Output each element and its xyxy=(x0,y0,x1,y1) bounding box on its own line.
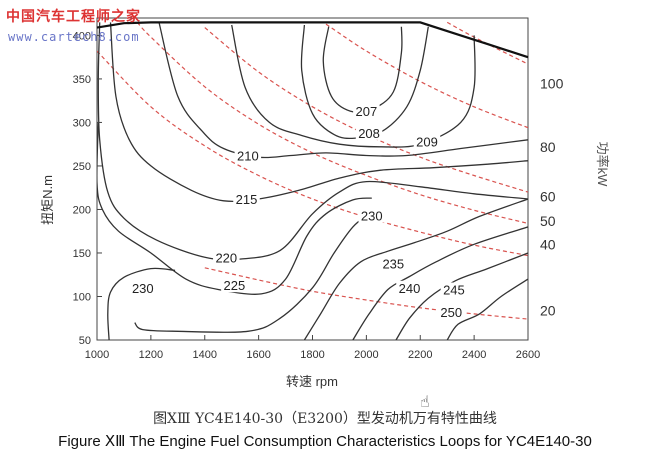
figure-caption-chinese: 图ⅩⅢ YC4E140-30（E3200）型发动机万有特性曲线 xyxy=(153,411,497,427)
external-characteristic-line xyxy=(96,21,529,59)
power-curve-20kw xyxy=(204,267,528,320)
fuel-contour-label-bg xyxy=(380,256,407,271)
fuel-contours: 207 208 209 210 215 220 225 230 230 235 240 245 250 xyxy=(97,22,528,340)
power-tick-label-100: 100 xyxy=(540,75,564,91)
fuel-contour-245-label: 245 xyxy=(443,283,465,298)
fuel-contour-250-label: 250 xyxy=(440,305,462,320)
fuel-contour-250-line xyxy=(446,278,528,340)
power-tick-label-50: 50 xyxy=(540,213,556,229)
fuel-contour-208-line xyxy=(300,24,429,140)
fuel-contour-215-label: 215 xyxy=(236,192,258,207)
power-curve-50kw xyxy=(136,21,528,224)
x-tick-label: 2200 xyxy=(408,349,432,361)
power-curve-40kw xyxy=(97,50,528,257)
fuel-contour-208-label: 208 xyxy=(358,126,380,141)
fuel-contour-235-line xyxy=(303,198,528,340)
fuel-contour-label-bg xyxy=(233,192,260,207)
figure-caption-english: Figure ⅩⅢ The Engine Fuel Consumption Ch… xyxy=(58,433,592,450)
axes: 1000 1200 1400 1600 1800 2000 2200 2400 2600 50 10… xyxy=(73,30,564,361)
fuel-contour-235-label: 235 xyxy=(382,256,404,271)
fuel-contour-209-line xyxy=(231,24,476,148)
power-tick-label-40: 40 xyxy=(540,236,556,252)
y-tick-label: 100 xyxy=(73,291,91,303)
fuel-contour-label-bg xyxy=(221,278,248,293)
fuel-contour-label-bg xyxy=(353,104,380,119)
fuel-contour-label-bg xyxy=(437,305,465,320)
fuel-contour-225-line xyxy=(97,122,372,295)
x-tick-label: 1400 xyxy=(193,349,217,361)
fuel-contour-label-bg xyxy=(413,134,441,149)
fuel-contour-225-label: 225 xyxy=(224,278,246,293)
x-tick-label: 1800 xyxy=(300,349,324,361)
y-tick-label: 300 xyxy=(73,117,91,129)
fuel-contour-240-label: 240 xyxy=(399,281,421,296)
fuel-contour-label-bg xyxy=(440,282,468,297)
power-tick-label-20: 20 xyxy=(540,302,556,318)
external-characteristic xyxy=(96,21,529,59)
fuel-contour-230-label: 230 xyxy=(361,209,383,224)
power-tick-label-80: 80 xyxy=(540,139,556,155)
fuel-contour-240-line xyxy=(352,226,528,340)
fuel-contour-209-label: 209 xyxy=(416,135,438,150)
x-tick-label: 1000 xyxy=(85,349,109,361)
fuel-contour-215-line xyxy=(109,22,528,203)
hand-cursor-icon: ☝ xyxy=(420,392,430,411)
fuel-contour-230-line xyxy=(134,213,370,333)
x-tick-label: 2600 xyxy=(516,349,540,361)
fuel-contour-230-line xyxy=(107,267,176,340)
fuel-contour-label-bg xyxy=(213,250,240,265)
fuel-contour-220-line xyxy=(97,22,528,261)
watermark-url: www.cartech8.com xyxy=(8,30,140,44)
x-tick-label: 2400 xyxy=(462,349,486,361)
power-curve-60kw xyxy=(204,27,528,193)
x-axis-label: 转速 rpm xyxy=(286,374,338,389)
watermark-site-name: 中国汽车工程师之家 xyxy=(6,9,141,25)
fuel-contour-label-bg xyxy=(355,125,383,140)
fuel-contour-230-label: 230 xyxy=(132,281,154,296)
y-tick-label: 250 xyxy=(73,161,91,173)
fuel-contour-label-bg xyxy=(396,280,423,295)
y-tick-label: 400 xyxy=(73,30,91,42)
y-tick-label: 50 xyxy=(79,335,91,347)
y-axis-label: 扭矩N.m xyxy=(40,175,55,225)
fuel-contour-label-bg xyxy=(234,148,262,163)
x-tick-label: 1600 xyxy=(246,349,270,361)
y-tick-label: 350 xyxy=(73,74,91,86)
fuel-contour-label-bg xyxy=(129,280,157,295)
y-tick-label: 200 xyxy=(73,204,91,216)
fuel-contour-220-label: 220 xyxy=(215,250,237,265)
x-tick-label: 1200 xyxy=(139,349,163,361)
fuel-contour-207-label: 207 xyxy=(356,104,378,119)
fuel-contour-210-line xyxy=(158,22,528,159)
fuel-contour-210-label: 210 xyxy=(237,149,259,164)
x-tick-label: 2000 xyxy=(354,349,378,361)
fuel-contour-207-line xyxy=(322,26,403,114)
fuel-contour-label-bg xyxy=(358,208,386,223)
y-tick-label: 150 xyxy=(73,248,91,260)
power-tick-label-60: 60 xyxy=(540,188,556,204)
contour-lines xyxy=(97,22,528,340)
power-curves xyxy=(97,21,528,320)
power-axis-label: 功率kW xyxy=(595,142,610,188)
